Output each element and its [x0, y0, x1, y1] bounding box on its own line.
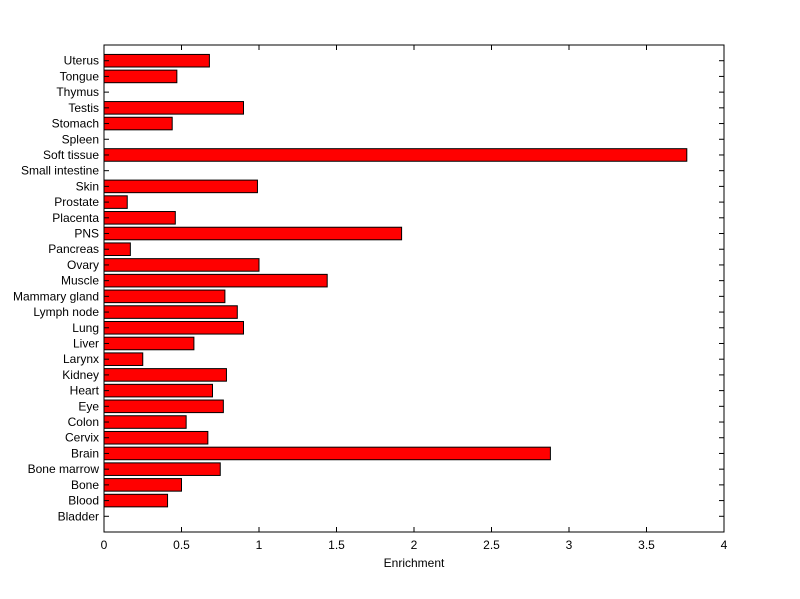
y-tick-label: Testis: [68, 101, 99, 115]
bar-heart: [103, 383, 213, 398]
x-tick-label: 4: [721, 538, 728, 552]
x-tick-label: 2.5: [483, 538, 500, 552]
bar-muscle: [103, 273, 328, 288]
bar-colon: [103, 415, 187, 429]
y-tick-label: Colon: [68, 415, 99, 429]
bar-placenta: [103, 211, 176, 225]
y-tick-label: Mammary gland: [13, 289, 99, 303]
bar-kidney: [103, 368, 227, 382]
y-tick-label: Spleen: [62, 132, 99, 146]
x-tick-label: 3: [566, 538, 573, 552]
bar-tongue: [103, 69, 178, 84]
bar-liver: [103, 336, 195, 351]
bar-cervix: [103, 430, 209, 445]
x-tick-label: 0: [101, 538, 108, 552]
y-tick-label: Stomach: [52, 117, 99, 131]
y-tick-label: PNS: [74, 227, 99, 241]
y-tick-label: Small intestine: [21, 164, 99, 178]
y-tick-label: Liver: [73, 336, 99, 350]
y-tick-label: Lung: [72, 321, 99, 335]
y-tick-label: Muscle: [61, 274, 99, 288]
bar-blood: [103, 493, 169, 508]
y-tick-label: Cervix: [65, 431, 99, 445]
y-tick-label: Bone marrow: [28, 462, 100, 476]
bar-pns: [103, 226, 403, 241]
x-tick-label: 0.5: [173, 538, 190, 552]
bar-stomach: [103, 116, 173, 131]
bar-skin: [103, 179, 258, 194]
bar-brain: [103, 446, 551, 461]
y-tick-label: Ovary: [67, 258, 99, 272]
x-tick-label: 1: [256, 538, 263, 552]
x-tick-label: 2: [411, 538, 418, 552]
y-tick-label: Kidney: [62, 368, 99, 382]
y-tick-label: Bone: [71, 478, 99, 492]
y-tick-label: Pancreas: [48, 242, 99, 256]
y-tick-label: Brain: [71, 446, 99, 460]
bar-eye: [103, 399, 224, 414]
y-tick-label: Eye: [78, 399, 99, 413]
bar-larynx: [103, 352, 144, 366]
bar-ovary: [103, 258, 260, 272]
bar-mammary-gland: [103, 289, 226, 304]
y-tick-label: Thymus: [56, 85, 99, 99]
plot-frame: [103, 44, 725, 533]
y-tick-label: Bladder: [58, 509, 99, 523]
y-tick-label: Larynx: [63, 352, 99, 366]
y-tick-label: Prostate: [54, 195, 99, 209]
y-tick-label: Uterus: [64, 54, 99, 68]
bar-bone-marrow: [103, 462, 221, 476]
x-axis-title: Enrichment: [384, 556, 445, 570]
y-tick-label: Tongue: [60, 69, 100, 83]
y-tick-label: Skin: [76, 179, 99, 193]
y-tick-label: Soft tissue: [43, 148, 99, 162]
y-tick-label: Heart: [70, 384, 100, 398]
ticks-layer: [103, 45, 725, 532]
bar-lymph-node: [103, 305, 238, 319]
bar-soft-tissue: [103, 148, 688, 162]
bar-testis: [103, 101, 244, 115]
y-tick-label: Lymph node: [33, 305, 99, 319]
x-tick-label: 1.5: [328, 538, 345, 552]
bar-bone: [103, 478, 182, 492]
y-tick-label: Blood: [68, 494, 99, 508]
x-tick-label: 3.5: [638, 538, 655, 552]
bar-lung: [103, 320, 244, 335]
y-tick-label: Placenta: [52, 211, 99, 225]
bar-uterus: [103, 53, 210, 68]
